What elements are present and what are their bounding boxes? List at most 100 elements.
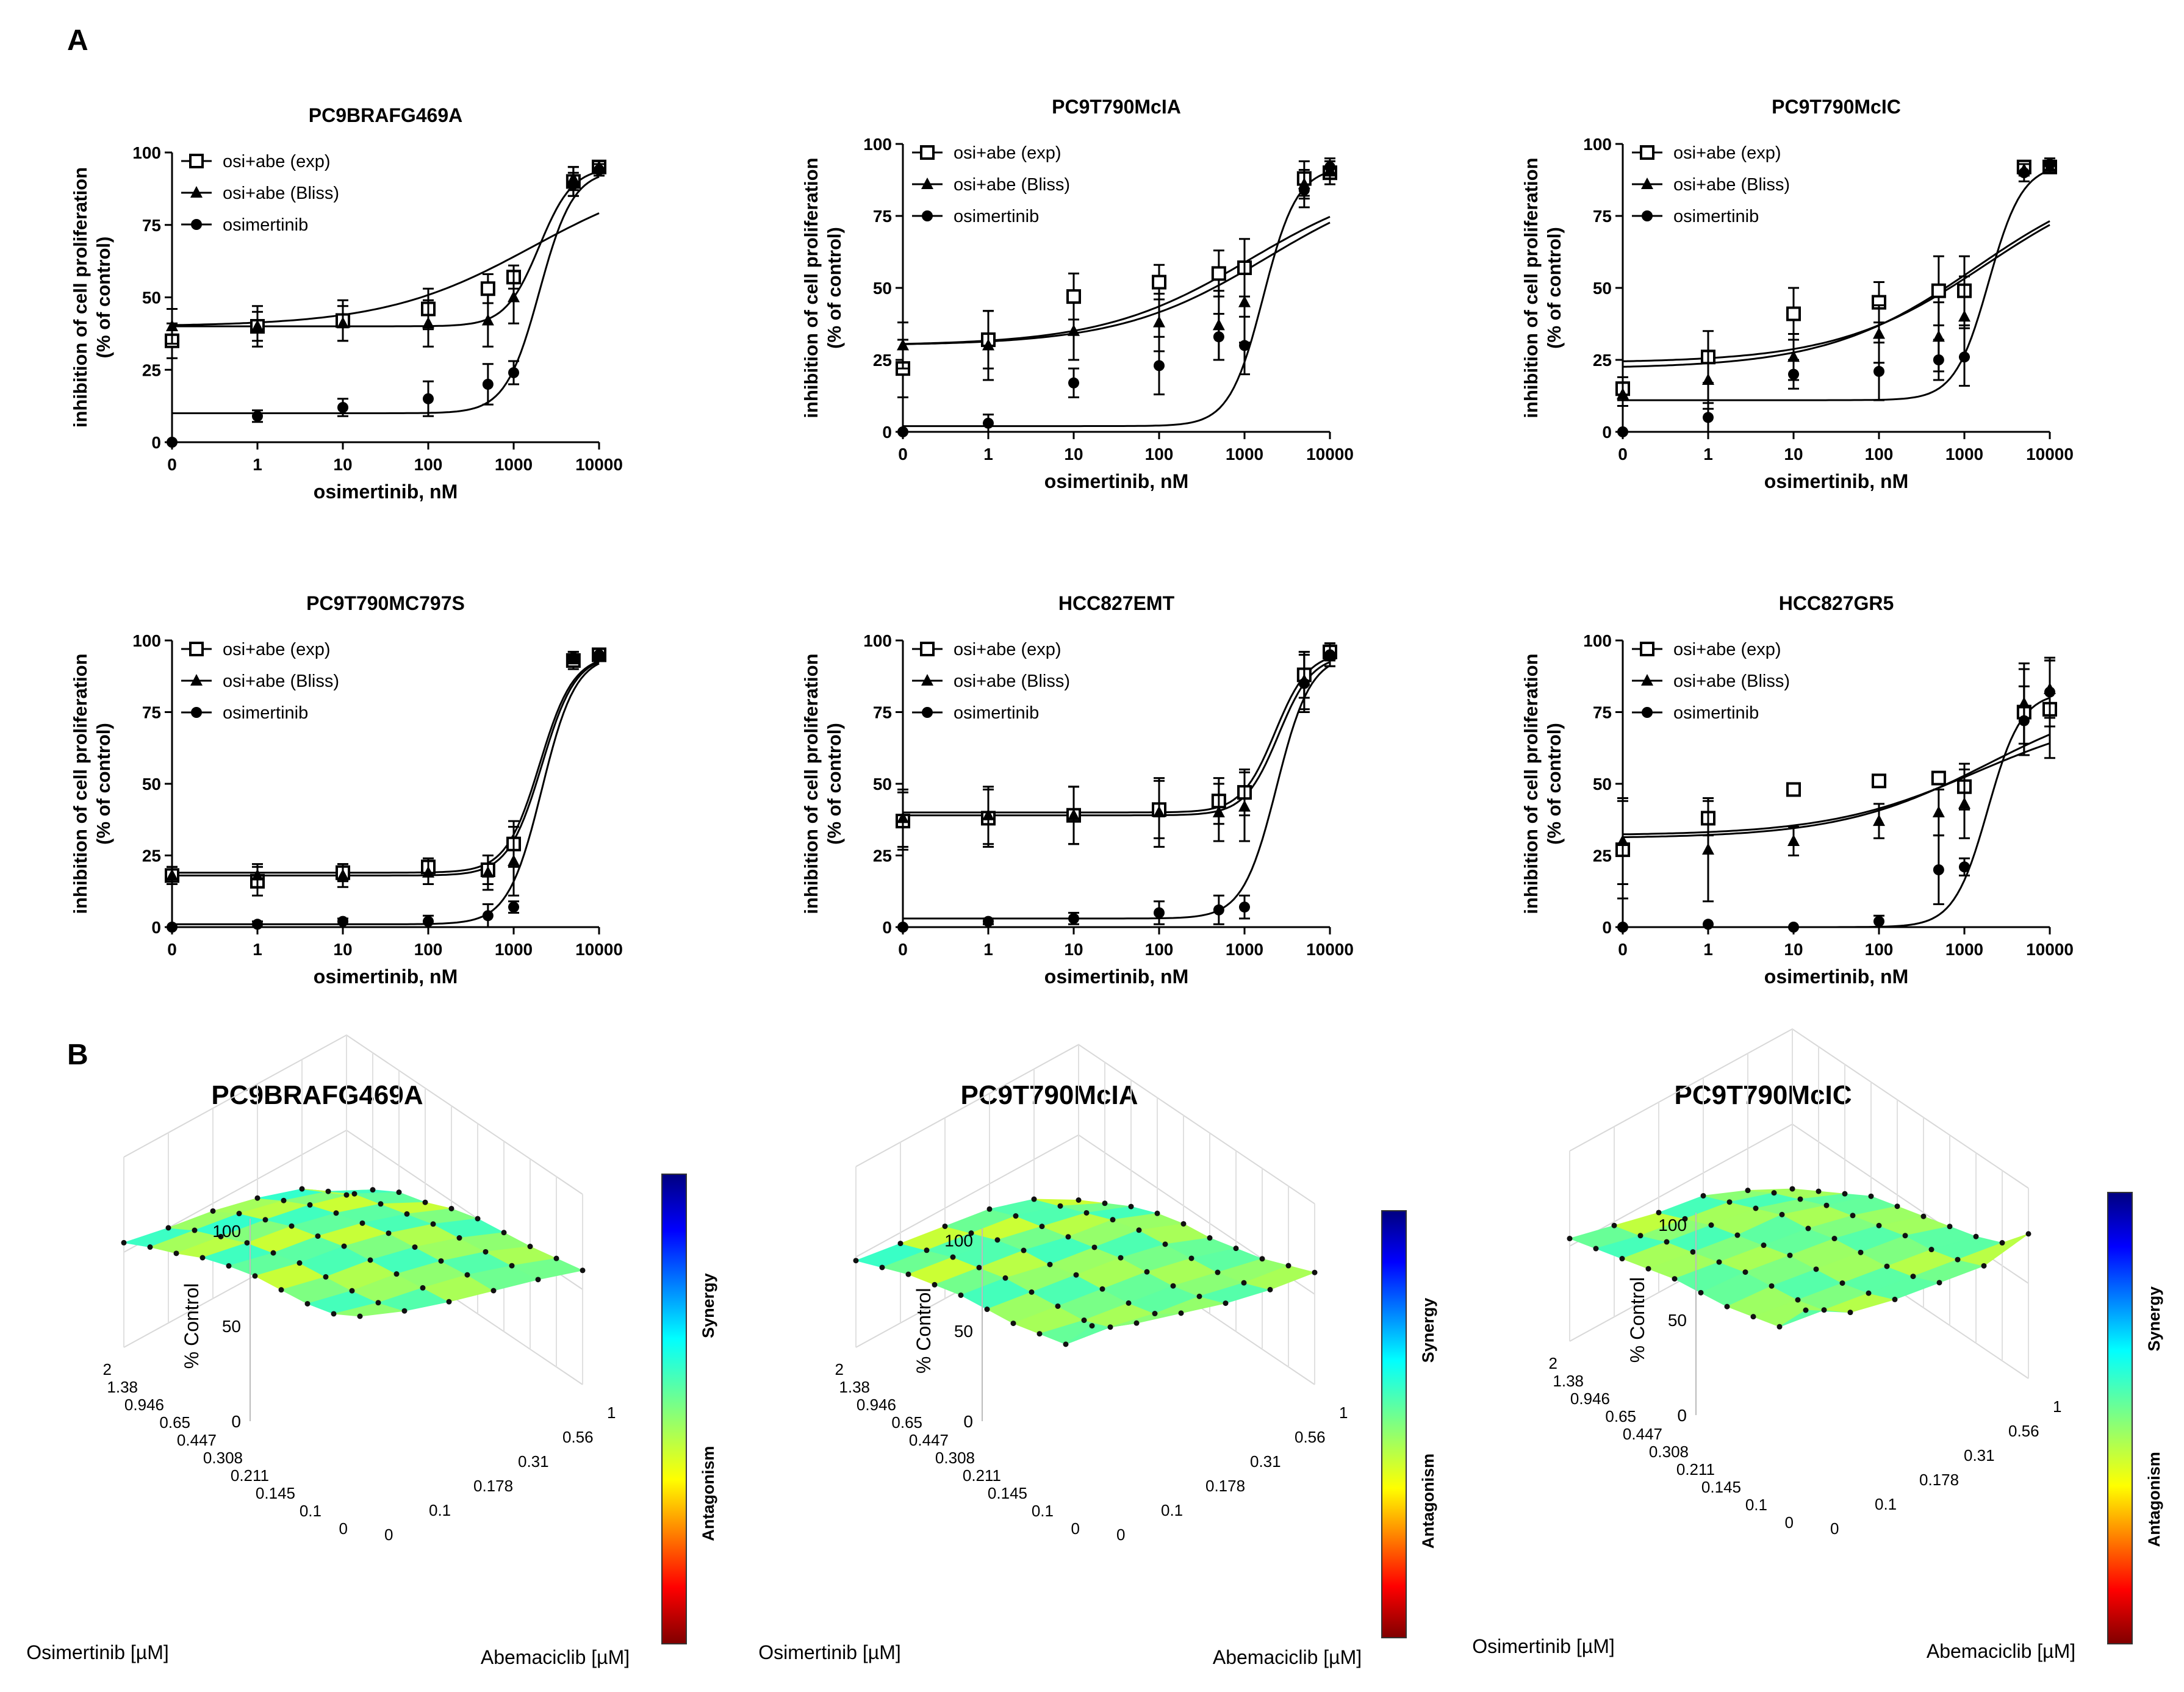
data-point-triangle xyxy=(1617,387,1629,400)
surface-point xyxy=(958,1292,964,1298)
surface-point xyxy=(357,1313,363,1319)
fit-curve xyxy=(171,212,600,326)
data-point-circle xyxy=(1703,412,1714,423)
data-point-circle xyxy=(1933,864,1944,875)
y-axis-label: (% of control) xyxy=(824,227,845,349)
data-point-circle xyxy=(1298,184,1310,196)
x-tick-label: 10000 xyxy=(2026,445,2074,464)
legend-label: osi+abe (exp) xyxy=(1673,640,1781,659)
y-axis-label: inhibition of cell proliferation xyxy=(800,653,822,914)
z-axis-label: % Control xyxy=(1626,1277,1648,1363)
z-tick-label: 100 xyxy=(944,1231,973,1250)
x-axis-label: osimertinib, nM xyxy=(1764,470,1908,492)
surface-point xyxy=(483,1249,489,1255)
x-tick-label: 0.211 xyxy=(963,1466,1001,1485)
surface-point xyxy=(173,1250,179,1256)
data-point-triangle xyxy=(166,320,178,331)
x-tick-label: 10000 xyxy=(575,455,623,474)
surface-point xyxy=(1779,1211,1785,1217)
fit-curve xyxy=(1623,733,2050,838)
surface-point xyxy=(1894,1203,1900,1210)
surface-point xyxy=(1787,1252,1793,1258)
surface-point xyxy=(1813,1266,1819,1272)
z-axis-label: % Control xyxy=(913,1288,935,1374)
surface-point xyxy=(1178,1310,1184,1316)
colorbar xyxy=(1381,1210,1407,1638)
data-point-circle xyxy=(482,379,494,390)
surface-point xyxy=(1664,1239,1670,1245)
y-tick-label: 25 xyxy=(873,847,892,866)
y-tick-label: 0.1 xyxy=(1161,1501,1183,1519)
y-tick-label: 50 xyxy=(1593,775,1612,794)
x-tick-label: 1 xyxy=(1703,445,1713,464)
legend-marker-triangle xyxy=(1641,177,1653,189)
x-tick-label: 0.211 xyxy=(1676,1460,1715,1479)
data-point-triangle xyxy=(1932,806,1945,817)
surface-point xyxy=(1876,1222,1882,1228)
surface-point xyxy=(1821,1307,1827,1313)
surface-point xyxy=(1928,1247,1934,1253)
legend-marker-circle xyxy=(191,219,202,230)
data-point-triangle xyxy=(481,866,494,878)
data-point-triangle xyxy=(982,339,994,351)
z-tick-label: 50 xyxy=(222,1317,241,1336)
fit-curve xyxy=(903,664,1331,920)
fit-curve xyxy=(903,661,1331,817)
x-axis-label: osimertinib, nM xyxy=(1044,470,1188,492)
surface-point xyxy=(1081,1317,1087,1324)
y-tick-label: 0 xyxy=(1830,1519,1839,1538)
legend-label: osimertinib xyxy=(954,703,1039,723)
surface-point xyxy=(1734,1232,1740,1238)
fit-curve xyxy=(903,657,1331,814)
surface-point xyxy=(438,1258,444,1264)
x-tick-label: 1.38 xyxy=(107,1378,138,1396)
data-point-circle xyxy=(567,652,579,664)
surface-point xyxy=(1312,1269,1318,1275)
data-point-triangle xyxy=(1153,806,1165,817)
legend-label: osimertinib xyxy=(1673,703,1759,723)
chart-title: PC9BRAFG469A xyxy=(309,104,463,126)
legend-marker-square xyxy=(189,154,204,168)
surface-point xyxy=(1816,1188,1822,1194)
surface-point xyxy=(1154,1210,1160,1216)
surface-point xyxy=(527,1244,533,1250)
data-point-square xyxy=(1786,306,1801,321)
surface-point xyxy=(333,1210,339,1216)
surface-point xyxy=(375,1300,381,1306)
y-tick-label: 50 xyxy=(873,279,892,298)
y-axis-label: inhibition of cell proliferation xyxy=(1520,157,1542,418)
surface-point xyxy=(580,1267,586,1274)
y-tick-label: 50 xyxy=(142,289,161,307)
x-tick-label: 1.38 xyxy=(839,1378,870,1396)
data-point-circle xyxy=(423,393,434,404)
surface-point xyxy=(1769,1283,1775,1289)
x-tick-label: 10 xyxy=(1784,445,1803,464)
data-point-circle xyxy=(983,417,994,429)
x-tick-label: 0 xyxy=(339,1519,348,1538)
surface-point xyxy=(341,1243,347,1249)
surface-point xyxy=(1981,1263,1987,1269)
data-point-triangle xyxy=(166,869,178,881)
y-axis-label: (% of control) xyxy=(824,723,845,845)
y-axis-label: Abemaciclib [µM] xyxy=(1213,1646,1362,1668)
legend-marker-circle xyxy=(922,210,933,221)
surface-point xyxy=(1868,1193,1874,1199)
data-point-square xyxy=(1931,283,1946,298)
data-point-circle xyxy=(2018,167,2030,179)
surface-point xyxy=(226,1263,232,1269)
data-point-circle xyxy=(167,922,178,933)
surface-point xyxy=(1847,1310,1853,1316)
x-axis-label: osimertinib, nM xyxy=(1764,966,1908,988)
surface-point xyxy=(1133,1320,1140,1326)
y-axis-label: inhibition of cell proliferation xyxy=(1520,653,1542,914)
y-tick-label: 0.31 xyxy=(518,1452,549,1471)
data-point-circle xyxy=(1617,922,1628,933)
y-tick-label: 0.56 xyxy=(2008,1422,2039,1440)
data-point-circle xyxy=(1873,365,1884,377)
legend-label: osi+abe (exp) xyxy=(954,640,1061,659)
data-point-circle xyxy=(1788,922,1799,933)
surface-point xyxy=(307,1202,313,1208)
z-tick-label: 50 xyxy=(954,1322,973,1341)
colorbar-label-synergy: Synergy xyxy=(699,1273,717,1338)
